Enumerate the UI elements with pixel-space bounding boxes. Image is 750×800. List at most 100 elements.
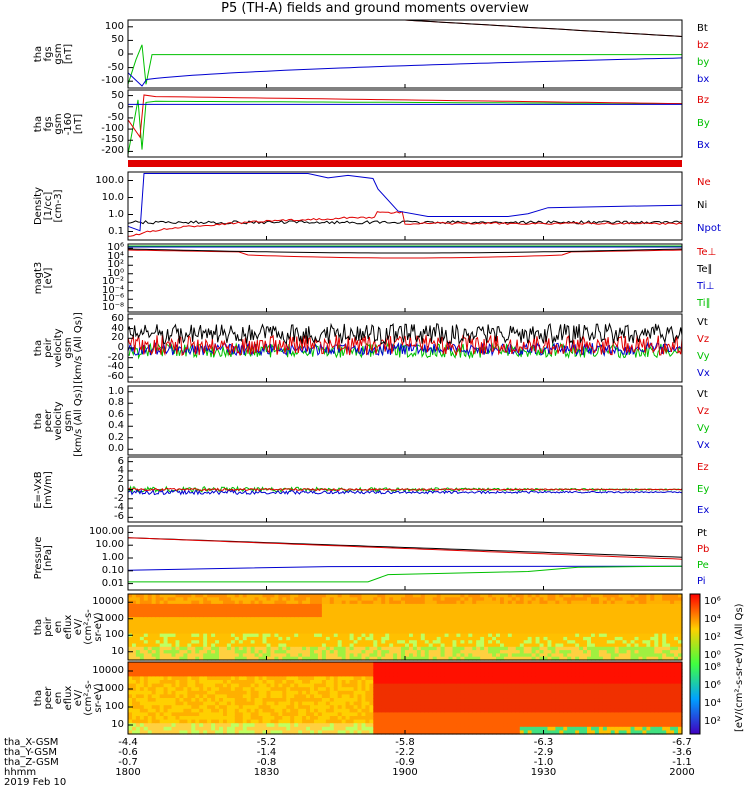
ephem-t: 1830 bbox=[253, 767, 280, 778]
ephem-z: -1.0 bbox=[533, 757, 554, 768]
ephem-label: 2019 Feb 10 bbox=[4, 777, 67, 788]
colorbar-tick: 10⁸ bbox=[704, 662, 721, 673]
line-Ne bbox=[127, 210, 683, 237]
ephem-y: -3.6 bbox=[672, 747, 692, 758]
panel-ylabel: tha peer en eflux eV/ (cm²-s- sr-eV) bbox=[33, 680, 104, 716]
ytick-label: 2 bbox=[117, 474, 124, 486]
ytick-label: 0.10 bbox=[101, 564, 124, 576]
ytick-label: -2 bbox=[114, 492, 124, 504]
ytick-label: 10⁻⁸ bbox=[101, 301, 124, 313]
legend-Ti∥: Ti∥ bbox=[697, 297, 711, 309]
ytick-label: 0.2 bbox=[108, 431, 124, 443]
line-Te-par bbox=[127, 248, 683, 254]
legend-Ti⊥: Ti⊥ bbox=[697, 280, 715, 292]
ytick-label: 100.00 bbox=[89, 526, 124, 538]
colorbar-tick: 10⁶ bbox=[704, 596, 721, 607]
ytick-label: 0.6 bbox=[108, 408, 124, 420]
colorbar-unit: [eV/(cm²-s-sr-eV)] (All Qs) bbox=[734, 603, 745, 732]
ytick-label: 10000 bbox=[92, 665, 124, 676]
legend-Vt: Vt bbox=[697, 388, 708, 400]
ytick-label: -50 bbox=[107, 61, 124, 73]
colorbar-tick: 10⁶ bbox=[704, 680, 721, 691]
ephem-t: 1800 bbox=[115, 767, 141, 778]
ytick-label: 10⁶ bbox=[107, 242, 124, 254]
colorbar-tick: 10⁴ bbox=[704, 614, 721, 625]
legend-Vz: Vz bbox=[697, 333, 710, 345]
ion-spectrogram bbox=[128, 594, 683, 661]
legend-bx: bx bbox=[697, 73, 710, 85]
ytick-label: 0 bbox=[117, 483, 124, 495]
ytick-label: 10⁻⁴ bbox=[101, 284, 124, 296]
ytick-label: 6 bbox=[117, 455, 124, 467]
ephem-y: -2.2 bbox=[395, 747, 415, 758]
ytick-label: 10⁻⁶ bbox=[101, 293, 124, 305]
ephem-x: -4.4 bbox=[118, 737, 138, 748]
legend-Ne: Ne bbox=[697, 177, 711, 189]
line-Pi bbox=[127, 565, 683, 571]
quality-flag-bar bbox=[128, 160, 682, 167]
line-peir-Vy bbox=[127, 342, 683, 360]
ephem-y: -0.6 bbox=[118, 747, 138, 758]
line-bz bbox=[128, 19, 683, 37]
ephem-label: tha_X-GSM bbox=[4, 737, 59, 748]
plot-title: P5 (TH-A) fields and ground moments over… bbox=[221, 1, 529, 16]
ytick-label: 1000 bbox=[98, 683, 124, 694]
ephem-z: -1.1 bbox=[672, 757, 692, 768]
ephem-x: -5.8 bbox=[395, 737, 415, 748]
legend-Ez: Ez bbox=[697, 461, 709, 473]
legend-Bt: Bt bbox=[697, 22, 708, 34]
legend-Vx: Vx bbox=[697, 367, 710, 379]
line-Te-perp bbox=[127, 249, 683, 259]
ytick-label: -60 bbox=[107, 371, 124, 383]
ytick-label: 0 bbox=[117, 100, 124, 112]
ytick-label: 10.0 bbox=[101, 191, 124, 203]
ytick-label: 4 bbox=[117, 464, 124, 476]
colorbar-tick: 10⁴ bbox=[704, 698, 721, 709]
ytick-label: 10⁴ bbox=[107, 250, 124, 262]
colorbar bbox=[689, 593, 701, 735]
ytick-label: 0.0 bbox=[108, 443, 124, 455]
panel-frame-8 bbox=[127, 525, 683, 591]
ytick-label: 0.01 bbox=[101, 577, 124, 589]
electron-spectrogram bbox=[128, 662, 683, 735]
ytick-label: 10.00 bbox=[95, 539, 124, 551]
legend-Ni: Ni bbox=[697, 200, 708, 211]
ytick-label: 10000 bbox=[92, 596, 124, 608]
ytick-label: -6 bbox=[114, 511, 124, 523]
panel-ylabel: Pressure [nPa] bbox=[33, 536, 54, 580]
ytick-label: -200 bbox=[101, 145, 124, 157]
legend-Te∥: Te∥ bbox=[697, 263, 713, 275]
colorbar-tick: 10² bbox=[704, 632, 721, 643]
ytick-label: 100.0 bbox=[95, 174, 124, 186]
ephem-z: -0.9 bbox=[395, 757, 415, 768]
legend-Vt: Vt bbox=[697, 316, 708, 328]
panel-frame-4 bbox=[127, 243, 683, 313]
ytick-label: -50 bbox=[107, 111, 124, 123]
panel-ylabel: tha peir velocity gsm [km/s (All Qs)] bbox=[33, 312, 84, 384]
legend-Npot: Npot bbox=[697, 222, 721, 234]
legend-Vz: Vz bbox=[697, 405, 710, 417]
line-Ez bbox=[127, 487, 683, 492]
line-Npot bbox=[127, 173, 683, 232]
ytick-label: -20 bbox=[107, 351, 124, 363]
ytick-label: 10 bbox=[111, 645, 124, 657]
ephem-z: -0.8 bbox=[256, 757, 277, 768]
ytick-label: 0 bbox=[117, 342, 124, 353]
line-Pb bbox=[127, 537, 683, 560]
legend-Bx: Bx bbox=[697, 139, 710, 151]
ephem-z: -0.7 bbox=[118, 757, 138, 768]
panel-ylabel: tha peir en eflux eV/ (cm²-s- sr-eV) bbox=[33, 609, 104, 645]
legend-Vy: Vy bbox=[697, 350, 710, 362]
ytick-label: 1000 bbox=[98, 612, 124, 624]
line-bt bbox=[128, 19, 683, 37]
panel-ylabel: tha peer velocity gsm [km/s (All Qs)] bbox=[33, 384, 84, 457]
legend-by: by bbox=[697, 56, 710, 68]
ytick-label: 50 bbox=[111, 34, 124, 46]
ephem-x: -6.7 bbox=[672, 737, 692, 748]
line-peir-Vx bbox=[127, 341, 683, 357]
legend-Bz: Bz bbox=[697, 95, 710, 107]
line-peir-Vz bbox=[127, 334, 683, 357]
ytick-label: -150 bbox=[101, 134, 124, 146]
ytick-label: 10⁻² bbox=[101, 276, 124, 288]
